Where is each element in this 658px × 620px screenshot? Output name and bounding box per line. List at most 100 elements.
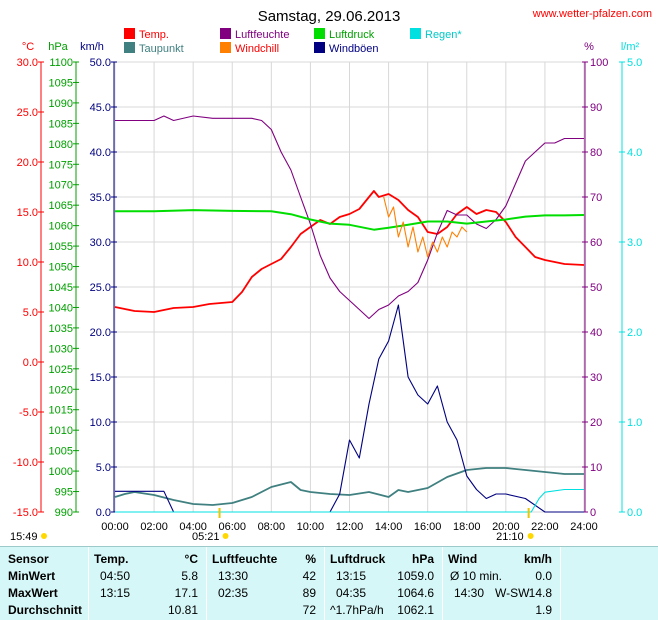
y-tick-label-press: 1055	[49, 241, 73, 253]
y-tick-label-wind: 25.0	[90, 282, 111, 294]
x-tick-label: 18:00	[453, 521, 481, 533]
x-tick-label: 04:00	[179, 521, 207, 533]
y-tick-label-hum: 50	[590, 282, 602, 294]
stats-temp-value: 10.81	[167, 603, 198, 617]
unit-label-rain: l/m²	[621, 41, 640, 53]
y-tick-label-temp: 15.0	[17, 207, 38, 219]
stats-hum-time: 13:30	[218, 569, 249, 583]
x-tick-label: 00:00	[101, 521, 129, 533]
x-tick-label: 08:00	[258, 521, 286, 533]
y-tick-label-press: 1015	[49, 405, 73, 417]
x-tick-label: 12:00	[336, 521, 364, 533]
y-tick-label-wind: 35.0	[90, 192, 111, 204]
series-line-windchill	[383, 196, 468, 258]
y-tick-label-temp: 0.0	[23, 357, 38, 369]
legend-swatch	[220, 42, 231, 53]
chart-legend: Temp. Luftfeuchte Luftdruck Regen* Taupunkt W…	[124, 28, 462, 55]
stats-temp-value: 5.8	[181, 569, 198, 583]
y-tick-label-press: 1005	[49, 446, 73, 458]
y-tick-label-press: 995	[55, 487, 73, 499]
stats-press-time: 04:35	[336, 586, 367, 600]
legend-swatch	[314, 42, 325, 53]
stats-temp-value: 17.1	[174, 586, 198, 600]
y-tick-label-hum: 70	[590, 192, 602, 204]
stats-header-temp: Temp.	[94, 552, 129, 566]
axis-units: °C hPa km/h% l/m²	[22, 41, 640, 53]
stats-header-wind: Wind	[448, 552, 478, 566]
y-tick-label-press: 1075	[49, 159, 73, 171]
y-tick-label-wind: 0.0	[96, 507, 111, 519]
y-tick-label-hum: 100	[590, 57, 608, 69]
y-tick-label-rain: 0.0	[627, 507, 642, 519]
y-tick-label-hum: 80	[590, 147, 602, 159]
stats-press-time: 13:15	[336, 569, 367, 583]
y-tick-label-press: 1040	[49, 302, 73, 314]
y-tick-label-press: 1080	[49, 139, 73, 151]
stats-header-sensor: Sensor	[8, 552, 49, 566]
legend-swatch	[220, 28, 231, 39]
sun-markers: 05:21 21:10 15:49	[10, 508, 534, 543]
y-tick-label-press: 1100	[49, 57, 73, 69]
stats-wind-direction: W-SW	[495, 586, 530, 600]
y-tick-label-hum: 40	[590, 327, 602, 339]
y-tick-label-temp: -10.0	[13, 457, 38, 469]
y-tick-label-hum: 60	[590, 237, 602, 249]
y-tick-label-rain: 1.0	[627, 417, 642, 429]
y-tick-label-rain: 5.0	[627, 57, 642, 69]
y-tick-label-press: 1085	[49, 118, 73, 130]
stats-hum-value: 42	[302, 569, 316, 583]
x-tick-label: 24:00	[570, 521, 598, 533]
y-tick-label-press: 1010	[49, 425, 73, 437]
chart-series	[114, 115, 585, 513]
stats-wind-value: 1.9	[535, 603, 552, 617]
y-tick-label-temp: -5.0	[19, 407, 38, 419]
time-label: 15:49	[10, 531, 38, 543]
stats-header-row: Sensor Temp. °C Luftfeuchte % Luftdruck …	[0, 552, 658, 568]
legend-label: Temp.	[139, 29, 169, 41]
legend-label: Windchill	[235, 43, 279, 55]
y-tick-label-press: 990	[55, 507, 73, 519]
y-tick-label-press: 1030	[49, 343, 73, 355]
legend-label: Taupunkt	[139, 43, 184, 55]
stats-press-trend: ^1.7hPa/h	[330, 603, 384, 617]
chart-title: Samstag, 29.06.2013	[258, 8, 401, 25]
stats-temp-time: 13:15	[100, 586, 131, 600]
sunset-icon	[527, 533, 534, 539]
y-tick-label-hum: 10	[590, 462, 602, 474]
stats-press-value: 1062.1	[397, 603, 434, 617]
legend-swatch	[314, 28, 325, 39]
y-tick-label-wind: 40.0	[90, 147, 111, 159]
stats-row-avg: Durchschnitt 10.81 72 ^1.7hPa/h 1062.1 1…	[0, 603, 658, 619]
site-link[interactable]: www.wetter-pfalzen.com	[532, 8, 652, 20]
y-tick-label-temp: -15.0	[13, 507, 38, 519]
y-tick-label-hum: 90	[590, 102, 602, 114]
legend-swatch	[410, 28, 421, 39]
y-tick-label-press: 1035	[49, 323, 73, 335]
time-icon	[41, 533, 47, 539]
stats-row-max: MaxWert 13:15 17.1 02:35 89 04:35 1064.6…	[0, 586, 658, 602]
stats-header-hum: Luftfeuchte	[212, 552, 278, 566]
y-tick-label-press: 1065	[49, 200, 73, 212]
stats-wind-time: 14:30	[454, 586, 485, 600]
y-tick-label-press: 1045	[49, 282, 73, 294]
y-tick-label-temp: 20.0	[17, 157, 38, 169]
y-tick-label-press: 1020	[49, 384, 73, 396]
y-tick-label-rain: 4.0	[627, 147, 642, 159]
stats-table: Sensor Temp. °C Luftfeuchte % Luftdruck …	[0, 546, 658, 620]
legend-label: Regen*	[425, 29, 462, 41]
stats-row-label: MinWert	[8, 569, 56, 583]
y-tick-label-hum: 0	[590, 507, 596, 519]
stats-press-value: 1059.0	[397, 569, 434, 583]
y-tick-label-press: 1025	[49, 364, 73, 376]
x-tick-label: 02:00	[140, 521, 168, 533]
unit-label-hum: %	[584, 41, 594, 53]
stats-wind-time: Ø 10 min.	[450, 569, 503, 583]
y-tick-label-wind: 15.0	[90, 372, 111, 384]
stats-row-label: Durchschnitt	[8, 603, 83, 617]
stats-header-hum-unit: %	[305, 552, 316, 566]
stats-hum-value: 89	[302, 586, 316, 600]
x-tick-label: 10:00	[297, 521, 325, 533]
y-tick-label-press: 1050	[49, 262, 73, 274]
y-tick-label-rain: 3.0	[627, 237, 642, 249]
y-tick-label-wind: 50.0	[90, 57, 111, 69]
